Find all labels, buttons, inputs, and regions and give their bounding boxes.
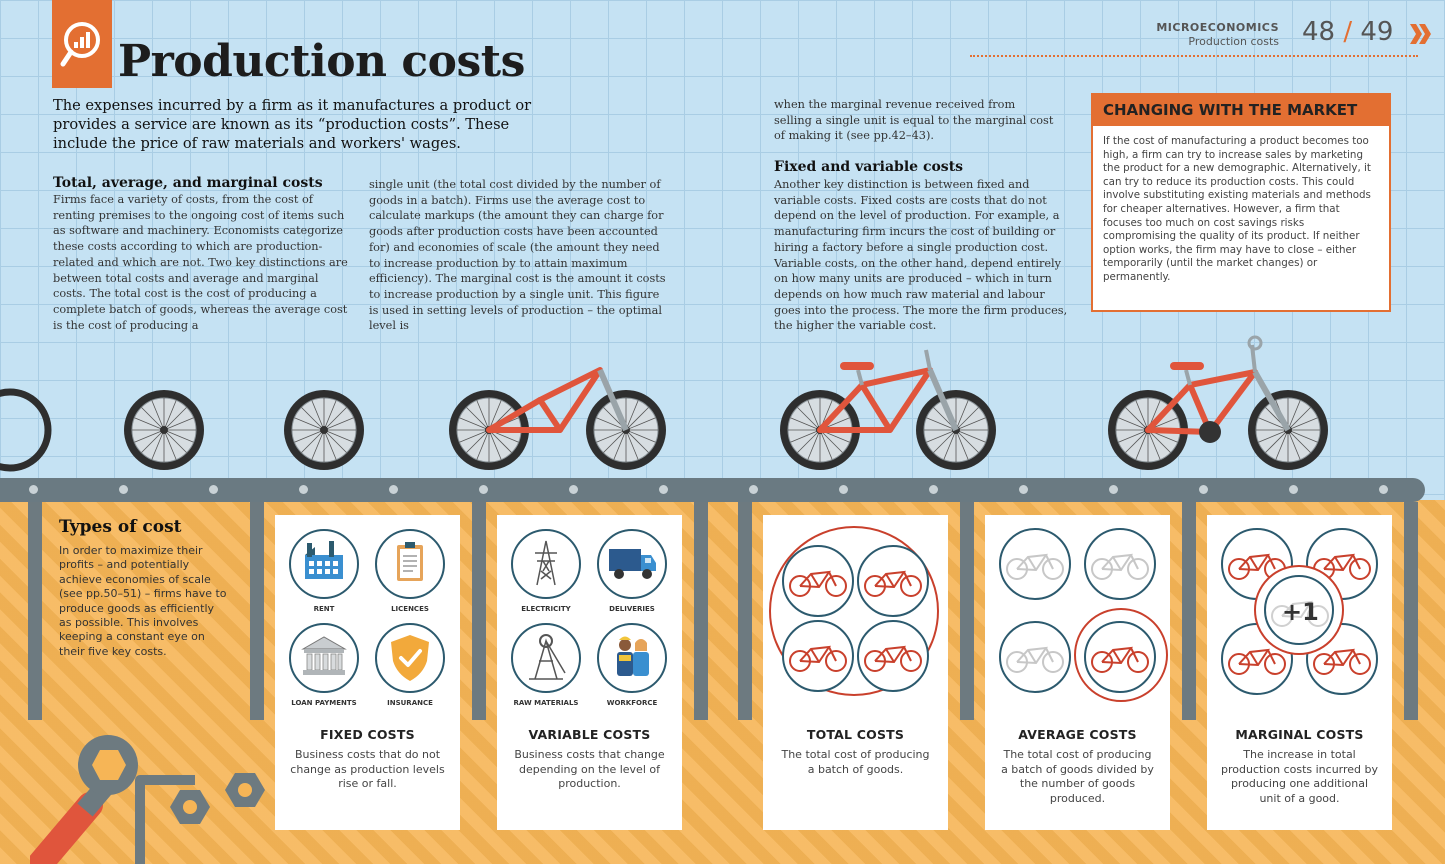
bike-icon xyxy=(857,620,929,692)
bike-icon-faded xyxy=(999,621,1071,693)
icon-label: WORKFORCE xyxy=(606,699,658,707)
fixed-variable-body: Another key distinction is between fixed… xyxy=(774,178,1068,333)
mine-headframe-icon xyxy=(511,623,581,693)
bike-icon xyxy=(782,620,854,692)
market-box-heading: CHANGING WITH THE MARKET xyxy=(1093,95,1389,126)
batch-ring xyxy=(769,526,939,696)
card-marginal-costs: +1 MARGINAL COSTS The increase in total … xyxy=(1207,515,1392,830)
bike-icon-faded xyxy=(1264,575,1334,645)
truck-icon xyxy=(597,529,667,599)
wrench-tools-icon xyxy=(30,735,265,864)
total-costs-col1: Firms face a variety of costs, from the … xyxy=(53,193,348,332)
belt-support xyxy=(960,502,974,720)
icon-label: DELIVERIES xyxy=(609,605,655,613)
belt-support xyxy=(1404,502,1418,720)
bike-icon-faded xyxy=(999,528,1071,600)
card-description: Business costs that change depending on … xyxy=(514,748,665,790)
factory-icon xyxy=(289,529,359,599)
bike-icon xyxy=(782,545,854,617)
section-badge xyxy=(52,0,112,88)
card-description: The increase in total production costs i… xyxy=(1221,748,1379,805)
belt-support xyxy=(1182,502,1196,720)
card-description: The total cost of producing a batch of g… xyxy=(781,748,930,776)
bike-icon xyxy=(1084,621,1156,693)
belt-support xyxy=(250,502,264,720)
card-title: MARGINAL COSTS xyxy=(1235,727,1364,742)
assembly-line-illustration xyxy=(0,335,1329,472)
page-separator: / xyxy=(1343,17,1353,47)
card-variable-costs: ELECTRICITY DELIVERIES RAW MATERIALS WOR… xyxy=(497,515,682,830)
belt-support xyxy=(472,502,486,720)
icon-label: RENT xyxy=(313,605,335,613)
plus-one-badge: +1 xyxy=(1282,598,1319,626)
shield-icon xyxy=(375,623,445,693)
clipboard-icon xyxy=(375,529,445,599)
icon-label: RAW MATERIALS xyxy=(513,699,579,707)
bank-icon xyxy=(289,623,359,693)
card-average-costs: AVERAGE COSTS The total cost of producin… xyxy=(985,515,1170,830)
subsection-name: Production costs xyxy=(1188,35,1279,48)
intro-paragraph: The expenses incurred by a firm as it ma… xyxy=(53,97,532,152)
card-title: VARIABLE COSTS xyxy=(528,727,651,742)
belt-support xyxy=(28,502,42,720)
marginal-continuation: when the marginal revenue received from … xyxy=(774,98,1054,143)
icon-label: LOAN PAYMENTS xyxy=(291,699,357,707)
page-left: 48 xyxy=(1302,17,1336,47)
belt-support xyxy=(738,502,752,720)
bike-icon-faded xyxy=(1084,528,1156,600)
bike-icon xyxy=(857,545,929,617)
total-costs-heading: Total, average, and marginal costs xyxy=(53,175,323,191)
market-box-body: If the cost of manufacturing a product b… xyxy=(1103,135,1371,283)
card-fixed-costs: RENT LICENCES LOAN PAYMENTS INSURANCE FI… xyxy=(275,515,460,830)
icon-label: LICENCES xyxy=(391,605,429,613)
card-total-costs: TOTAL COSTS The total cost of producing … xyxy=(763,515,948,830)
card-title: TOTAL COSTS xyxy=(806,727,905,742)
icon-label: ELECTRICITY xyxy=(521,605,571,613)
section-name: MICROECONOMICS xyxy=(1156,21,1279,34)
fixed-variable-heading: Fixed and variable costs xyxy=(774,159,964,175)
types-heading: Types of cost xyxy=(59,517,182,537)
total-costs-col2: single unit (the total cost divided by t… xyxy=(369,178,666,333)
running-header: MICROECONOMICS Production costs xyxy=(1156,21,1279,48)
single-unit-ring xyxy=(1074,608,1168,702)
card-description: Business costs that do not change as pro… xyxy=(290,748,445,790)
chevron-right-icon xyxy=(1410,24,1431,44)
card-description: The total cost of producing a batch of g… xyxy=(1001,748,1154,805)
pylon-icon xyxy=(511,529,581,599)
page-numbers: 48 / 49 xyxy=(1302,17,1393,47)
market-box: CHANGING WITH THE MARKET If the cost of … xyxy=(1091,93,1391,312)
conveyor-belt xyxy=(0,478,1425,502)
belt-support xyxy=(694,502,708,720)
types-body: In order to maximize their profits – and… xyxy=(59,544,227,658)
page-title: Production costs xyxy=(118,36,525,87)
header-rule xyxy=(970,55,1418,57)
magnifier-chart-icon xyxy=(60,22,100,67)
card-title: AVERAGE COSTS xyxy=(1018,727,1137,742)
workers-icon xyxy=(597,623,667,693)
page-right: 49 xyxy=(1360,17,1394,47)
card-title: FIXED COSTS xyxy=(320,727,415,742)
icon-label: INSURANCE xyxy=(387,699,433,707)
